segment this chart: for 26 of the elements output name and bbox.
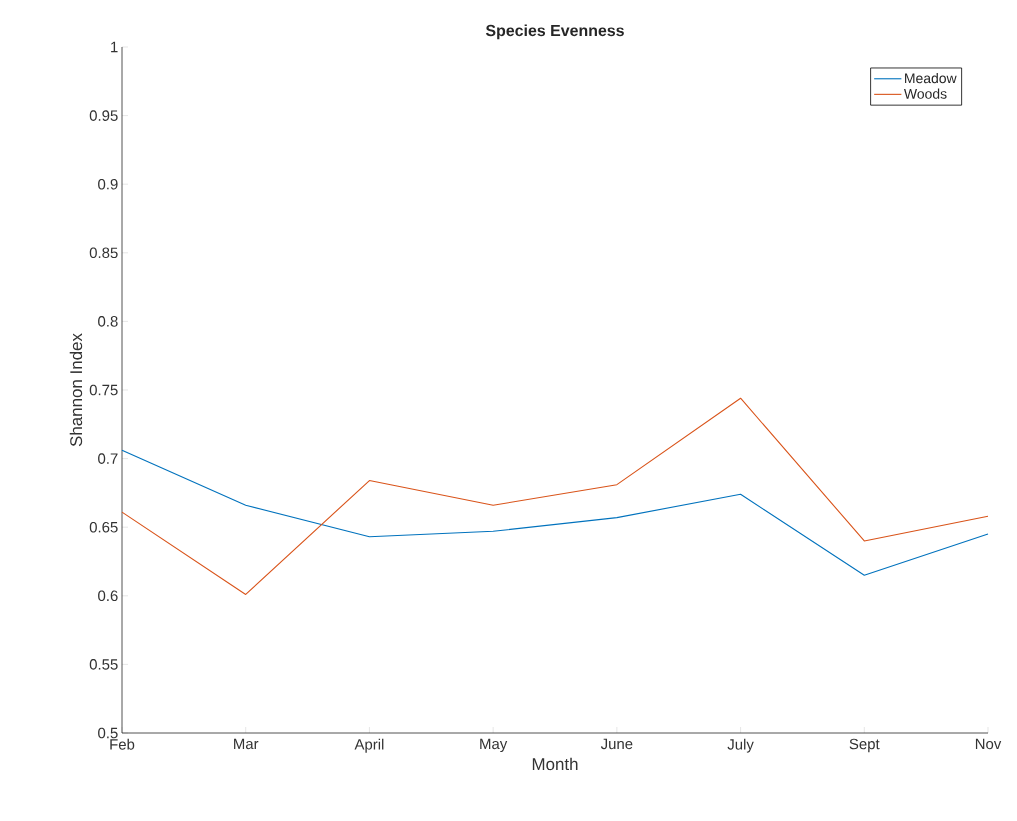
y-tick-label: 0.6 [98, 590, 118, 602]
x-tick-label: April [354, 738, 384, 753]
line-series [121, 397, 989, 595]
x-axis-title: Month [532, 757, 578, 771]
y-tick-label: 0.85 [89, 247, 118, 259]
x-tick-label: July [727, 738, 754, 753]
line-series [121, 449, 989, 576]
x-tick-label: Feb [110, 738, 135, 750]
legend-label: Woods [903, 88, 947, 99]
x-tick-label: Mar [234, 738, 259, 750]
y-tick-label: 0.7 [98, 453, 118, 464]
x-tick-label: Nov [975, 738, 1002, 750]
x-tick-label: May [480, 738, 508, 753]
y-tick-label: 0.95 [89, 110, 118, 121]
y-tick-label: 0.5 [98, 727, 118, 739]
y-tick-label: 0.8 [98, 316, 118, 327]
y-tick-label: 0.55 [89, 659, 118, 670]
y-tick-label: 1 [111, 41, 118, 53]
x-tick-label: Sept [849, 738, 880, 753]
y-tick-label: 0.9 [98, 178, 118, 190]
legend-label: Meadow [905, 72, 957, 84]
y-tick-label: 0.65 [89, 521, 118, 533]
y-tick-label: 0.75 [89, 384, 118, 396]
y-axis-title: Shannon Index [69, 333, 83, 447]
x-tick-label: June [600, 738, 633, 750]
chart-title: Species Evenness [485, 24, 624, 40]
